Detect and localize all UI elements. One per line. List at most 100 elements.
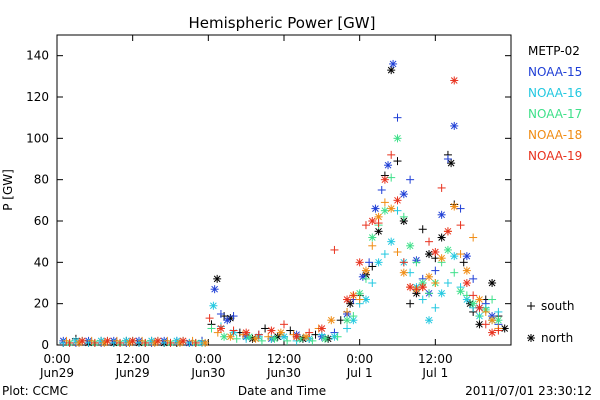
south-point (456, 221, 465, 230)
north-point (393, 134, 402, 143)
x-tick-time-label: 0:00 (195, 352, 222, 366)
north-point (469, 299, 478, 308)
south-point (280, 320, 288, 329)
north-point (387, 237, 396, 246)
south-point (494, 307, 503, 316)
north-point (462, 266, 471, 275)
south-point (431, 303, 440, 312)
north-point (153, 336, 162, 345)
north-point (431, 248, 440, 256)
north-point (371, 204, 380, 213)
y-axis-label: P [GW] (1, 169, 15, 211)
south-point (406, 299, 415, 308)
south-point (406, 175, 415, 184)
south-point (191, 338, 200, 347)
south-point (425, 237, 434, 246)
x-tick-date-label: Jul 1 (421, 366, 448, 380)
south-point (207, 324, 216, 333)
south-point (229, 312, 238, 321)
north-point (226, 332, 235, 341)
x-axis-label: Date and Time (238, 384, 326, 398)
north-point (488, 328, 497, 337)
north-point (368, 233, 377, 242)
south-point (393, 113, 402, 122)
south-point (333, 332, 342, 341)
north-point (437, 233, 446, 242)
north-point (475, 303, 484, 312)
x-axis: 0:00Jun2912:00Jun290:00Jun3012:00Jun300:… (39, 35, 453, 380)
north-point (488, 316, 497, 325)
south-point (261, 324, 270, 333)
series-noaa-19 (65, 76, 503, 347)
south-point (257, 336, 266, 345)
south-point (355, 295, 364, 304)
series-noaa-15 (59, 59, 503, 347)
south-point (264, 332, 273, 341)
north-point (475, 320, 484, 329)
south-point (437, 183, 446, 192)
series-metp-02 (59, 66, 509, 347)
north-point (494, 316, 503, 325)
south-point (213, 328, 222, 337)
south-point (349, 291, 358, 300)
north-point (406, 283, 415, 292)
north-point (276, 328, 285, 337)
north-point (210, 285, 219, 294)
south-point (431, 279, 440, 287)
south-point (425, 289, 434, 298)
north-point (425, 250, 434, 259)
south-point (387, 173, 396, 182)
south-point (387, 150, 396, 159)
north-point (437, 210, 446, 219)
south-point (488, 295, 497, 304)
legend-entry: NOAA-16 (528, 86, 582, 100)
north-point (270, 334, 279, 343)
south-point (494, 326, 503, 335)
south-point (365, 258, 374, 267)
south-point (286, 326, 295, 335)
south-point (377, 186, 386, 194)
south-point (216, 310, 225, 318)
south-point (412, 285, 421, 294)
south-point (65, 338, 74, 347)
marker-legend-label: north (541, 331, 573, 345)
south-point (418, 225, 427, 234)
south-point (308, 336, 317, 345)
south-point (343, 307, 352, 316)
x-tick-date-label: Jun29 (39, 366, 74, 380)
north-point (443, 227, 452, 236)
north-point (384, 161, 393, 170)
north-point (280, 332, 288, 341)
north-point (475, 295, 484, 304)
south-point (166, 338, 175, 347)
south-point (393, 248, 402, 256)
north-point (425, 316, 434, 325)
south-point (399, 212, 408, 221)
legend-entry: NOAA-18 (528, 128, 582, 142)
north-point (209, 301, 218, 310)
south-point (368, 279, 377, 287)
legend-entry: NOAA-17 (528, 107, 582, 121)
south-marker-icon (527, 302, 535, 310)
north-point (443, 245, 452, 254)
south-point (330, 245, 339, 254)
north-point (302, 332, 311, 341)
south-point (141, 338, 150, 347)
south-point (393, 206, 402, 215)
south-point (283, 336, 292, 345)
south-point (443, 155, 452, 163)
south-point (393, 157, 402, 166)
south-point (475, 312, 484, 321)
x-tick-time-label: 12:00 (267, 352, 302, 366)
series-noaa-16 (59, 206, 503, 347)
north-point (399, 268, 408, 277)
south-point (254, 330, 263, 339)
north-point (179, 336, 188, 345)
north-point (380, 206, 389, 215)
north-point (393, 196, 402, 205)
plot-area-frame (56, 34, 512, 346)
north-point (389, 59, 398, 68)
plot-timestamp: 2011/07/01 23:30:12 (465, 384, 592, 398)
south-point (305, 328, 314, 337)
north-point (450, 252, 459, 261)
